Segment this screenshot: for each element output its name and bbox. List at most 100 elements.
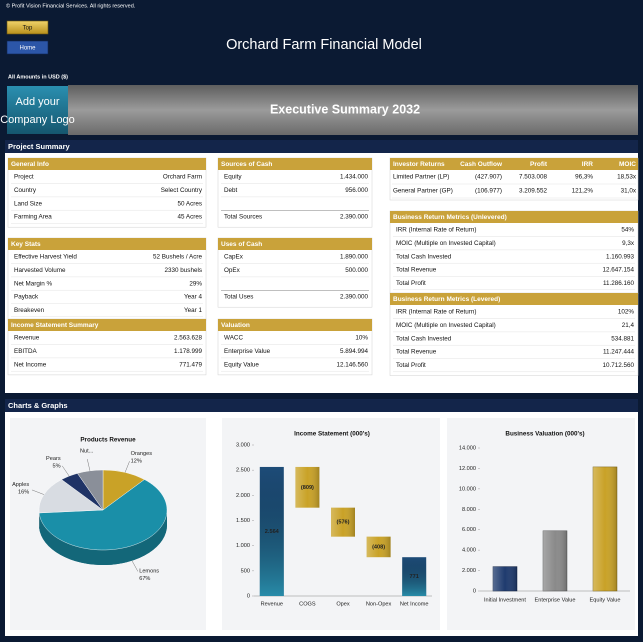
total-label: Total Sources — [224, 214, 262, 221]
pie-slice — [38, 479, 168, 551]
row-value: 5.894.994 — [340, 348, 369, 355]
row-value: 29% — [189, 280, 202, 287]
panel-header — [218, 319, 372, 331]
x-tick-label: Net Income — [400, 601, 429, 607]
x-tick-label: Non-Opex — [366, 601, 392, 607]
y-tick-label: 10.000 — [459, 486, 476, 492]
leader-line — [31, 489, 45, 495]
top-button[interactable] — [6, 20, 49, 35]
row-value: 2.563.628 — [174, 335, 203, 342]
panel — [389, 292, 639, 376]
bar-sheen — [366, 536, 391, 558]
row-value: 956.000 — [345, 187, 368, 194]
value-label: 771 — [410, 574, 419, 580]
section-bar — [5, 140, 638, 153]
table-cell: 7.503.008 — [519, 174, 548, 181]
total-label: Total Uses — [224, 294, 253, 301]
y-tick-label: 500 — [241, 568, 250, 574]
row-label: Total Profit — [396, 280, 426, 287]
row-label: OpEx — [224, 267, 241, 274]
currency-note: All Amounts in USD ($) — [8, 74, 68, 80]
home-button-label[interactable]: Home — [19, 45, 36, 51]
panel — [389, 210, 639, 294]
value-label: 2.564 — [265, 529, 280, 535]
row-value: Orchard Farm — [163, 174, 202, 181]
pie-label: Lemons — [139, 568, 159, 574]
logo-text: Add your — [15, 96, 59, 108]
row-value: 102% — [618, 309, 635, 316]
row-label: Total Profit — [396, 362, 426, 369]
row-value: 50 Acres — [177, 200, 202, 207]
pie-label: Pears — [46, 456, 61, 462]
y-tick-label: 6.000 — [462, 527, 476, 533]
panel-header — [390, 211, 638, 223]
row-value: 52 Bushels / Acre — [153, 254, 203, 261]
panel-title: Sources of Cash — [221, 161, 272, 168]
pie-value-label: 16% — [18, 489, 29, 495]
row-label: Project — [14, 174, 34, 181]
column-header: Profit — [530, 161, 548, 168]
value-label: (576) — [336, 520, 349, 526]
row-label: Debt — [224, 187, 238, 194]
row-label: IRR (Internal Rate of Return) — [396, 227, 477, 234]
row-label: Total Revenue — [396, 349, 437, 356]
column-header: MOIC — [619, 161, 636, 168]
row-label: EBITDA — [14, 348, 38, 355]
panel-title: General Info — [11, 161, 49, 168]
page-title: Orchard Farm Financial Model — [226, 37, 422, 53]
row-label: Country — [14, 187, 37, 194]
panel-header — [218, 158, 372, 170]
y-tick-label: 2.000 — [462, 568, 476, 574]
row-label: MOIC (Multiple on Invested Capital) — [396, 240, 496, 247]
panel-header — [390, 293, 638, 305]
x-tick-label: Equity Value — [590, 597, 621, 603]
y-tick-label: 0 — [473, 588, 476, 594]
row-value: 1.890.000 — [340, 254, 369, 261]
column-header: IRR — [582, 161, 594, 168]
chart-title: Products Revenue — [80, 437, 136, 444]
row-label: IRR (Internal Rate of Return) — [396, 309, 477, 316]
row-label: Land Size — [14, 200, 43, 207]
pie-label: Oranges — [131, 451, 153, 457]
chart-title: Business Valuation (000's) — [505, 431, 584, 438]
row-value: 11.247.444 — [603, 349, 635, 356]
panel-title: Uses of Cash — [221, 241, 262, 248]
y-tick-label: 2.000 — [236, 493, 250, 499]
row-label: Total Cash Invested — [396, 253, 452, 260]
home-button[interactable] — [6, 40, 49, 55]
y-tick-label: 0 — [247, 593, 250, 599]
panel-header — [218, 238, 372, 250]
y-tick-label: 14.000 — [459, 445, 476, 451]
table-cell: 121,2% — [572, 188, 594, 195]
row-value: Year 1 — [184, 307, 202, 314]
panel-header — [8, 158, 206, 170]
copyright: © Profit Vision Financial Services. All … — [6, 2, 136, 9]
x-tick-label: Enterprise Value — [535, 597, 576, 603]
row-label: Farming Area — [14, 214, 52, 221]
row-value: 10% — [355, 335, 368, 342]
panel-title: Business Return Metrics (Levered) — [393, 296, 500, 303]
bar-sheen — [259, 466, 284, 596]
row-label: Effective Harvest Yield — [14, 254, 77, 261]
row-label: MOIC (Multiple on Invested Capital) — [396, 322, 496, 329]
bar-sheen — [402, 557, 427, 596]
row-value: 10.712.560 — [602, 362, 634, 369]
row-value: 1.178.999 — [174, 348, 203, 355]
y-tick-label: 1.000 — [236, 543, 250, 549]
leader-line — [62, 465, 70, 477]
x-tick-label: Opex — [336, 601, 350, 607]
panel-header — [390, 158, 638, 170]
section-title: Charts & Graphs — [8, 401, 68, 410]
row-value: 1.434.000 — [340, 174, 369, 181]
logo-text: Company Logo — [0, 114, 75, 126]
row-value: 45 Acres — [177, 214, 202, 221]
row-label: Revenue — [14, 335, 40, 342]
bar-sheen — [295, 466, 320, 508]
row-value: 771.479 — [179, 361, 202, 368]
y-tick-label: 12.000 — [459, 466, 476, 472]
row-value: 12.647.154 — [602, 267, 634, 274]
pie-value-label: 12% — [131, 458, 142, 464]
row-label: Payback — [14, 294, 39, 301]
table-cell: 3.209.552 — [519, 188, 548, 195]
top-button-label[interactable]: Top — [23, 25, 33, 31]
